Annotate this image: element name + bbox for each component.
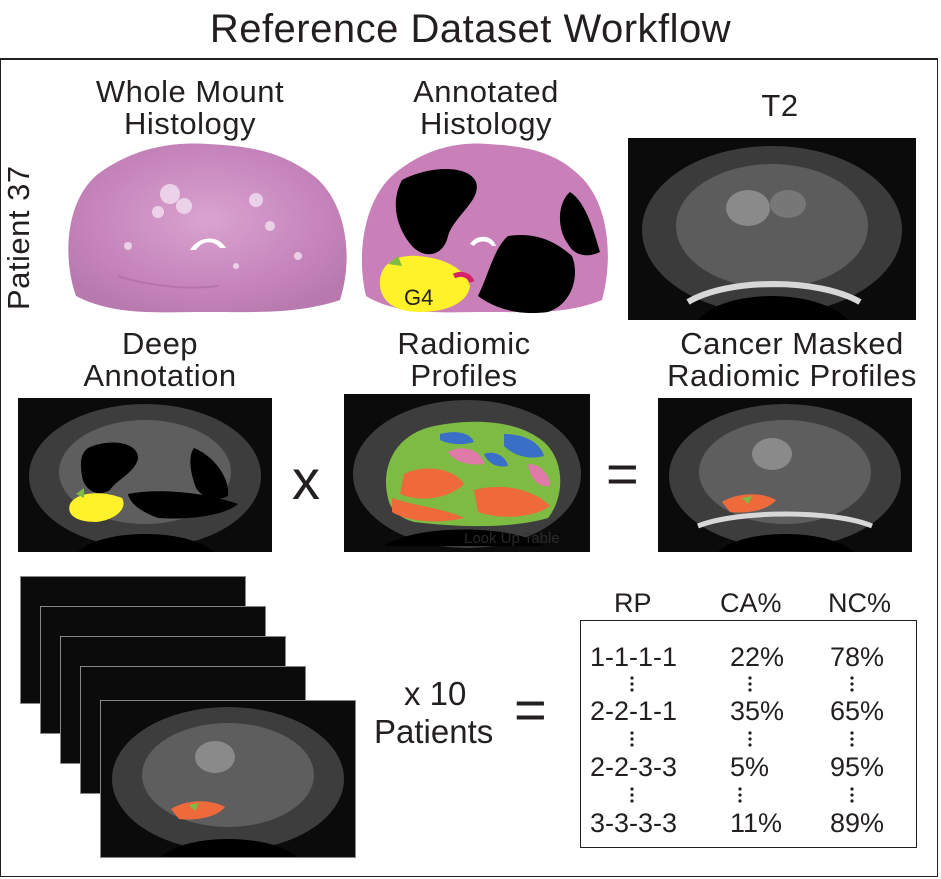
header-ca: CA% <box>720 588 782 618</box>
header-rp: RP <box>614 588 652 618</box>
row2-ca: 35% <box>730 696 785 726</box>
row3-nc: 95% <box>830 752 885 782</box>
look-up-table <box>580 620 917 848</box>
row2-rp: 2-2-1-1 <box>590 696 678 726</box>
row4-nc: 89% <box>830 808 885 838</box>
lookup-table-watermark: Look Up Table <box>464 530 560 547</box>
label-deep-1: Deep <box>121 326 199 361</box>
annotated-histology-image: G4 <box>358 136 616 320</box>
row3-rp: 2-2-3-3 <box>590 752 678 782</box>
times-operator: x <box>292 448 320 511</box>
deep-annotation-image <box>18 398 272 552</box>
cancer-masked-radiomic-image <box>658 398 912 552</box>
label-radiomic-1: Radiomic <box>397 326 531 361</box>
row4-ca: 11% <box>730 808 783 838</box>
row1-ca: 22% <box>730 642 785 672</box>
row4-rp: 3-3-3-3 <box>590 808 678 838</box>
row1-rp: 1-1-1-1 <box>590 642 678 672</box>
patient-label: Patient 37 <box>1 165 36 310</box>
label-radiomic-2: Profiles <box>410 358 518 393</box>
whole-mount-histology-image <box>58 136 358 320</box>
stacked-mri-front <box>100 700 356 858</box>
row2-nc: 65% <box>830 696 885 726</box>
header-nc: NC% <box>828 588 892 618</box>
label-annotated-2: Histology <box>420 106 552 141</box>
equals-operator-2: = <box>514 678 547 741</box>
figure-title: Reference Dataset Workflow <box>209 7 732 51</box>
label-deep-2: Annotation <box>83 358 237 393</box>
t2-mri-image <box>628 138 916 320</box>
radiomic-profiles-image: Look Up Table <box>344 394 590 552</box>
figure-frame <box>0 58 938 877</box>
label-t2: T2 <box>761 88 799 123</box>
row1-nc: 78% <box>830 642 885 672</box>
label-masked-1: Cancer Masked <box>680 326 904 361</box>
label-whole-mount-1: Whole Mount <box>95 74 285 109</box>
grade4-label: G4 <box>404 285 434 310</box>
patients-count: x 10 <box>404 675 467 712</box>
label-whole-mount-2: Histology <box>124 106 256 141</box>
ellipsis-dots <box>630 676 854 803</box>
label-annotated-1: Annotated <box>413 74 559 109</box>
row3-ca: 5% <box>730 752 770 782</box>
patients-label: Patients <box>374 713 494 750</box>
equals-operator: = <box>606 442 639 505</box>
label-masked-2: Radiomic Profiles <box>667 358 917 393</box>
